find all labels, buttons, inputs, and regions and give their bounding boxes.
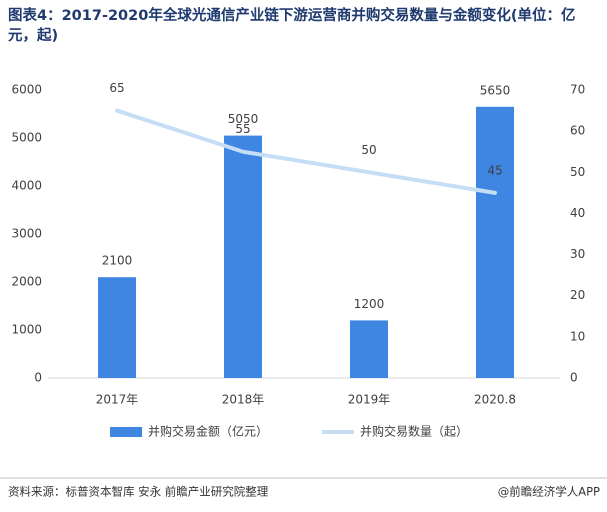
y-tick-label: 4000 <box>11 179 42 193</box>
x-tick-label: 2020.8 <box>474 393 516 407</box>
line-value-label: 65 <box>109 81 124 95</box>
x-tick-label: 2017年 <box>96 393 139 407</box>
x-tick-label: 2019年 <box>348 393 391 407</box>
bar <box>350 320 388 378</box>
y2-tick-label: 40 <box>570 206 585 220</box>
y-tick-label: 0 <box>34 371 42 385</box>
y-tick-label: 6000 <box>11 83 42 97</box>
bar-value-label: 1200 <box>354 297 385 311</box>
source: 资料来源：标普资本智库 安永 前瞻产业研究院整理 <box>8 485 269 499</box>
legend-label: 并购交易金额（亿元） <box>148 424 268 439</box>
line-value-label: 55 <box>235 122 250 136</box>
y-tick-label: 5000 <box>11 131 42 145</box>
y2-tick-label: 20 <box>570 288 585 302</box>
legend-swatch <box>110 427 142 437</box>
legend-label: 并购交易数量（起） <box>360 424 468 439</box>
y2-tick-label: 10 <box>570 329 585 343</box>
y-tick-label: 3000 <box>11 227 42 241</box>
bar-value-label: 5050 <box>228 112 259 126</box>
bar <box>224 135 262 378</box>
y-tick-label: 2000 <box>11 275 42 289</box>
bar-value-label: 5650 <box>480 83 511 97</box>
y2-tick-label: 60 <box>570 124 585 138</box>
bar-value-label: 2100 <box>102 254 133 268</box>
y2-tick-label: 30 <box>570 247 585 261</box>
chart-title: 图表4：2017-2020年全球光通信产业链下游运营商并购交易数量与金额变化(单… <box>8 8 576 44</box>
y2-tick-label: 0 <box>570 371 578 385</box>
line <box>115 108 497 195</box>
y2-tick-label: 50 <box>570 165 585 179</box>
y-tick-label: 1000 <box>11 323 42 337</box>
bar <box>476 106 514 379</box>
y2-tick-label: 70 <box>570 83 585 97</box>
line-value-label: 50 <box>361 143 376 157</box>
line-value-label: 45 <box>487 163 502 177</box>
x-tick-label: 2018年 <box>222 393 265 407</box>
credit: @前瞻经济学人APP <box>498 485 600 499</box>
bar <box>98 277 136 378</box>
